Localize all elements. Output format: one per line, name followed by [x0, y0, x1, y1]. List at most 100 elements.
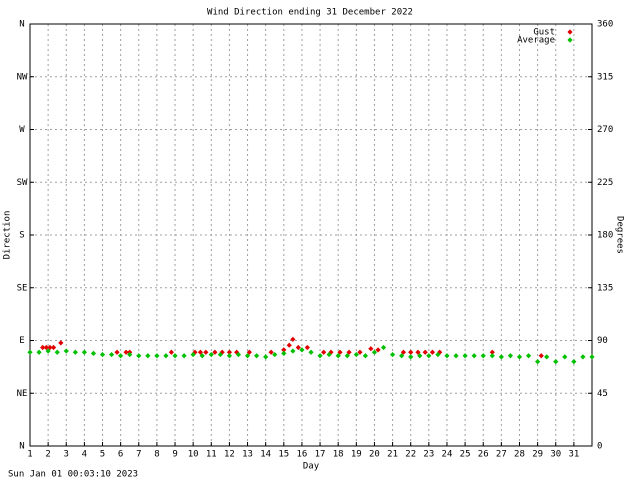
- x-tick-label: 22: [405, 450, 416, 460]
- x-tick-label: 21: [387, 450, 398, 460]
- data-point: [444, 353, 450, 359]
- data-point: [362, 353, 368, 359]
- x-tick-label: 29: [532, 450, 543, 460]
- data-point: [335, 353, 341, 359]
- y2-tick-label: 0: [597, 442, 602, 452]
- plot-border: [29, 23, 593, 447]
- x-tick-label: 27: [496, 450, 507, 460]
- x-tick-label: 18: [333, 450, 344, 460]
- data-point: [544, 354, 550, 360]
- data-point: [290, 348, 296, 354]
- data-point: [295, 344, 301, 351]
- data-point: [127, 351, 133, 358]
- x-tick-label: 2: [45, 450, 50, 460]
- data-point: [415, 349, 421, 355]
- data-point: [426, 353, 432, 359]
- data-point: [63, 348, 69, 354]
- data-point: [99, 351, 106, 358]
- x-tick-label: 20: [369, 450, 380, 460]
- data-point: [50, 344, 57, 351]
- data-point: [346, 349, 352, 355]
- data-point: [226, 353, 233, 359]
- y2-tick-label: 270: [597, 125, 613, 135]
- data-point: [400, 349, 407, 355]
- data-point: [27, 349, 33, 355]
- data-point: [453, 353, 459, 359]
- data-point: [337, 349, 343, 355]
- x-tick-label: 19: [351, 450, 362, 460]
- y2-tick-label: 45: [597, 389, 608, 399]
- data-point: [498, 354, 504, 360]
- data-point: [90, 350, 97, 356]
- x-tick-label: 31: [568, 450, 579, 460]
- x-tick-label: 24: [442, 450, 453, 460]
- data-point: [172, 353, 178, 359]
- data-point: [525, 353, 532, 359]
- data-point: [571, 359, 577, 365]
- data-point: [286, 342, 292, 348]
- data-point: [235, 351, 242, 358]
- data-point: [462, 353, 468, 359]
- y2-tick-label: 90: [597, 336, 608, 346]
- data-point: [244, 353, 251, 359]
- data-point: [40, 344, 46, 351]
- data-point: [408, 349, 414, 355]
- x-tick-label: 16: [297, 450, 308, 460]
- x-tick-label: 17: [315, 450, 326, 460]
- data-point: [226, 349, 233, 355]
- y-tick-label: S: [19, 231, 24, 241]
- x-tick-label: 23: [423, 450, 434, 460]
- x-tick-label: 12: [224, 450, 235, 460]
- data-point: [58, 340, 64, 346]
- data-point: [254, 353, 260, 359]
- data-point: [489, 349, 495, 355]
- data-point: [45, 348, 51, 354]
- data-point: [538, 353, 544, 359]
- data-point: [371, 349, 378, 355]
- data-point: [123, 349, 129, 355]
- chart-title: Wind Direction ending 31 December 2022: [207, 8, 413, 18]
- data-point: [562, 354, 568, 360]
- data-point: [471, 353, 477, 359]
- data-point: [553, 359, 559, 365]
- legend-marker: [567, 37, 573, 43]
- x-tick-label: 3: [64, 450, 69, 460]
- data-point: [290, 336, 296, 342]
- data-point: [326, 351, 332, 358]
- data-point: [422, 349, 428, 355]
- data-point: [47, 344, 53, 351]
- y-tick-label: SW: [17, 178, 28, 188]
- y-tick-label: NE: [17, 389, 28, 399]
- x-tick-label: 6: [118, 450, 123, 460]
- x-tick-label: 7: [136, 450, 141, 460]
- y-tick-label: W: [19, 125, 25, 135]
- data-point: [317, 353, 323, 359]
- x-tick-label: 25: [460, 450, 471, 460]
- data-point: [136, 353, 142, 359]
- data-point: [435, 351, 441, 358]
- data-point: [308, 349, 314, 355]
- data-point: [304, 344, 310, 351]
- x-tick-label: 4: [82, 450, 87, 460]
- data-point: [197, 349, 204, 355]
- data-point: [344, 353, 350, 359]
- data-point: [217, 351, 223, 358]
- data-point: [272, 351, 278, 358]
- data-point: [507, 353, 514, 359]
- x-tick-label: 1: [27, 450, 32, 460]
- data-point: [108, 351, 115, 358]
- data-point: [489, 353, 495, 359]
- y2-tick-label: 180: [597, 231, 613, 241]
- data-point: [54, 349, 60, 355]
- data-point: [535, 359, 541, 365]
- x-tick-label: 5: [100, 450, 105, 460]
- data-point: [212, 349, 218, 355]
- y-tick-label: E: [19, 336, 24, 346]
- x-tick-label: 15: [278, 450, 289, 460]
- data-point: [321, 349, 327, 355]
- data-point: [299, 347, 305, 353]
- y-axis-label: Direction: [3, 211, 13, 260]
- data-point: [203, 349, 209, 355]
- data-point: [190, 351, 196, 358]
